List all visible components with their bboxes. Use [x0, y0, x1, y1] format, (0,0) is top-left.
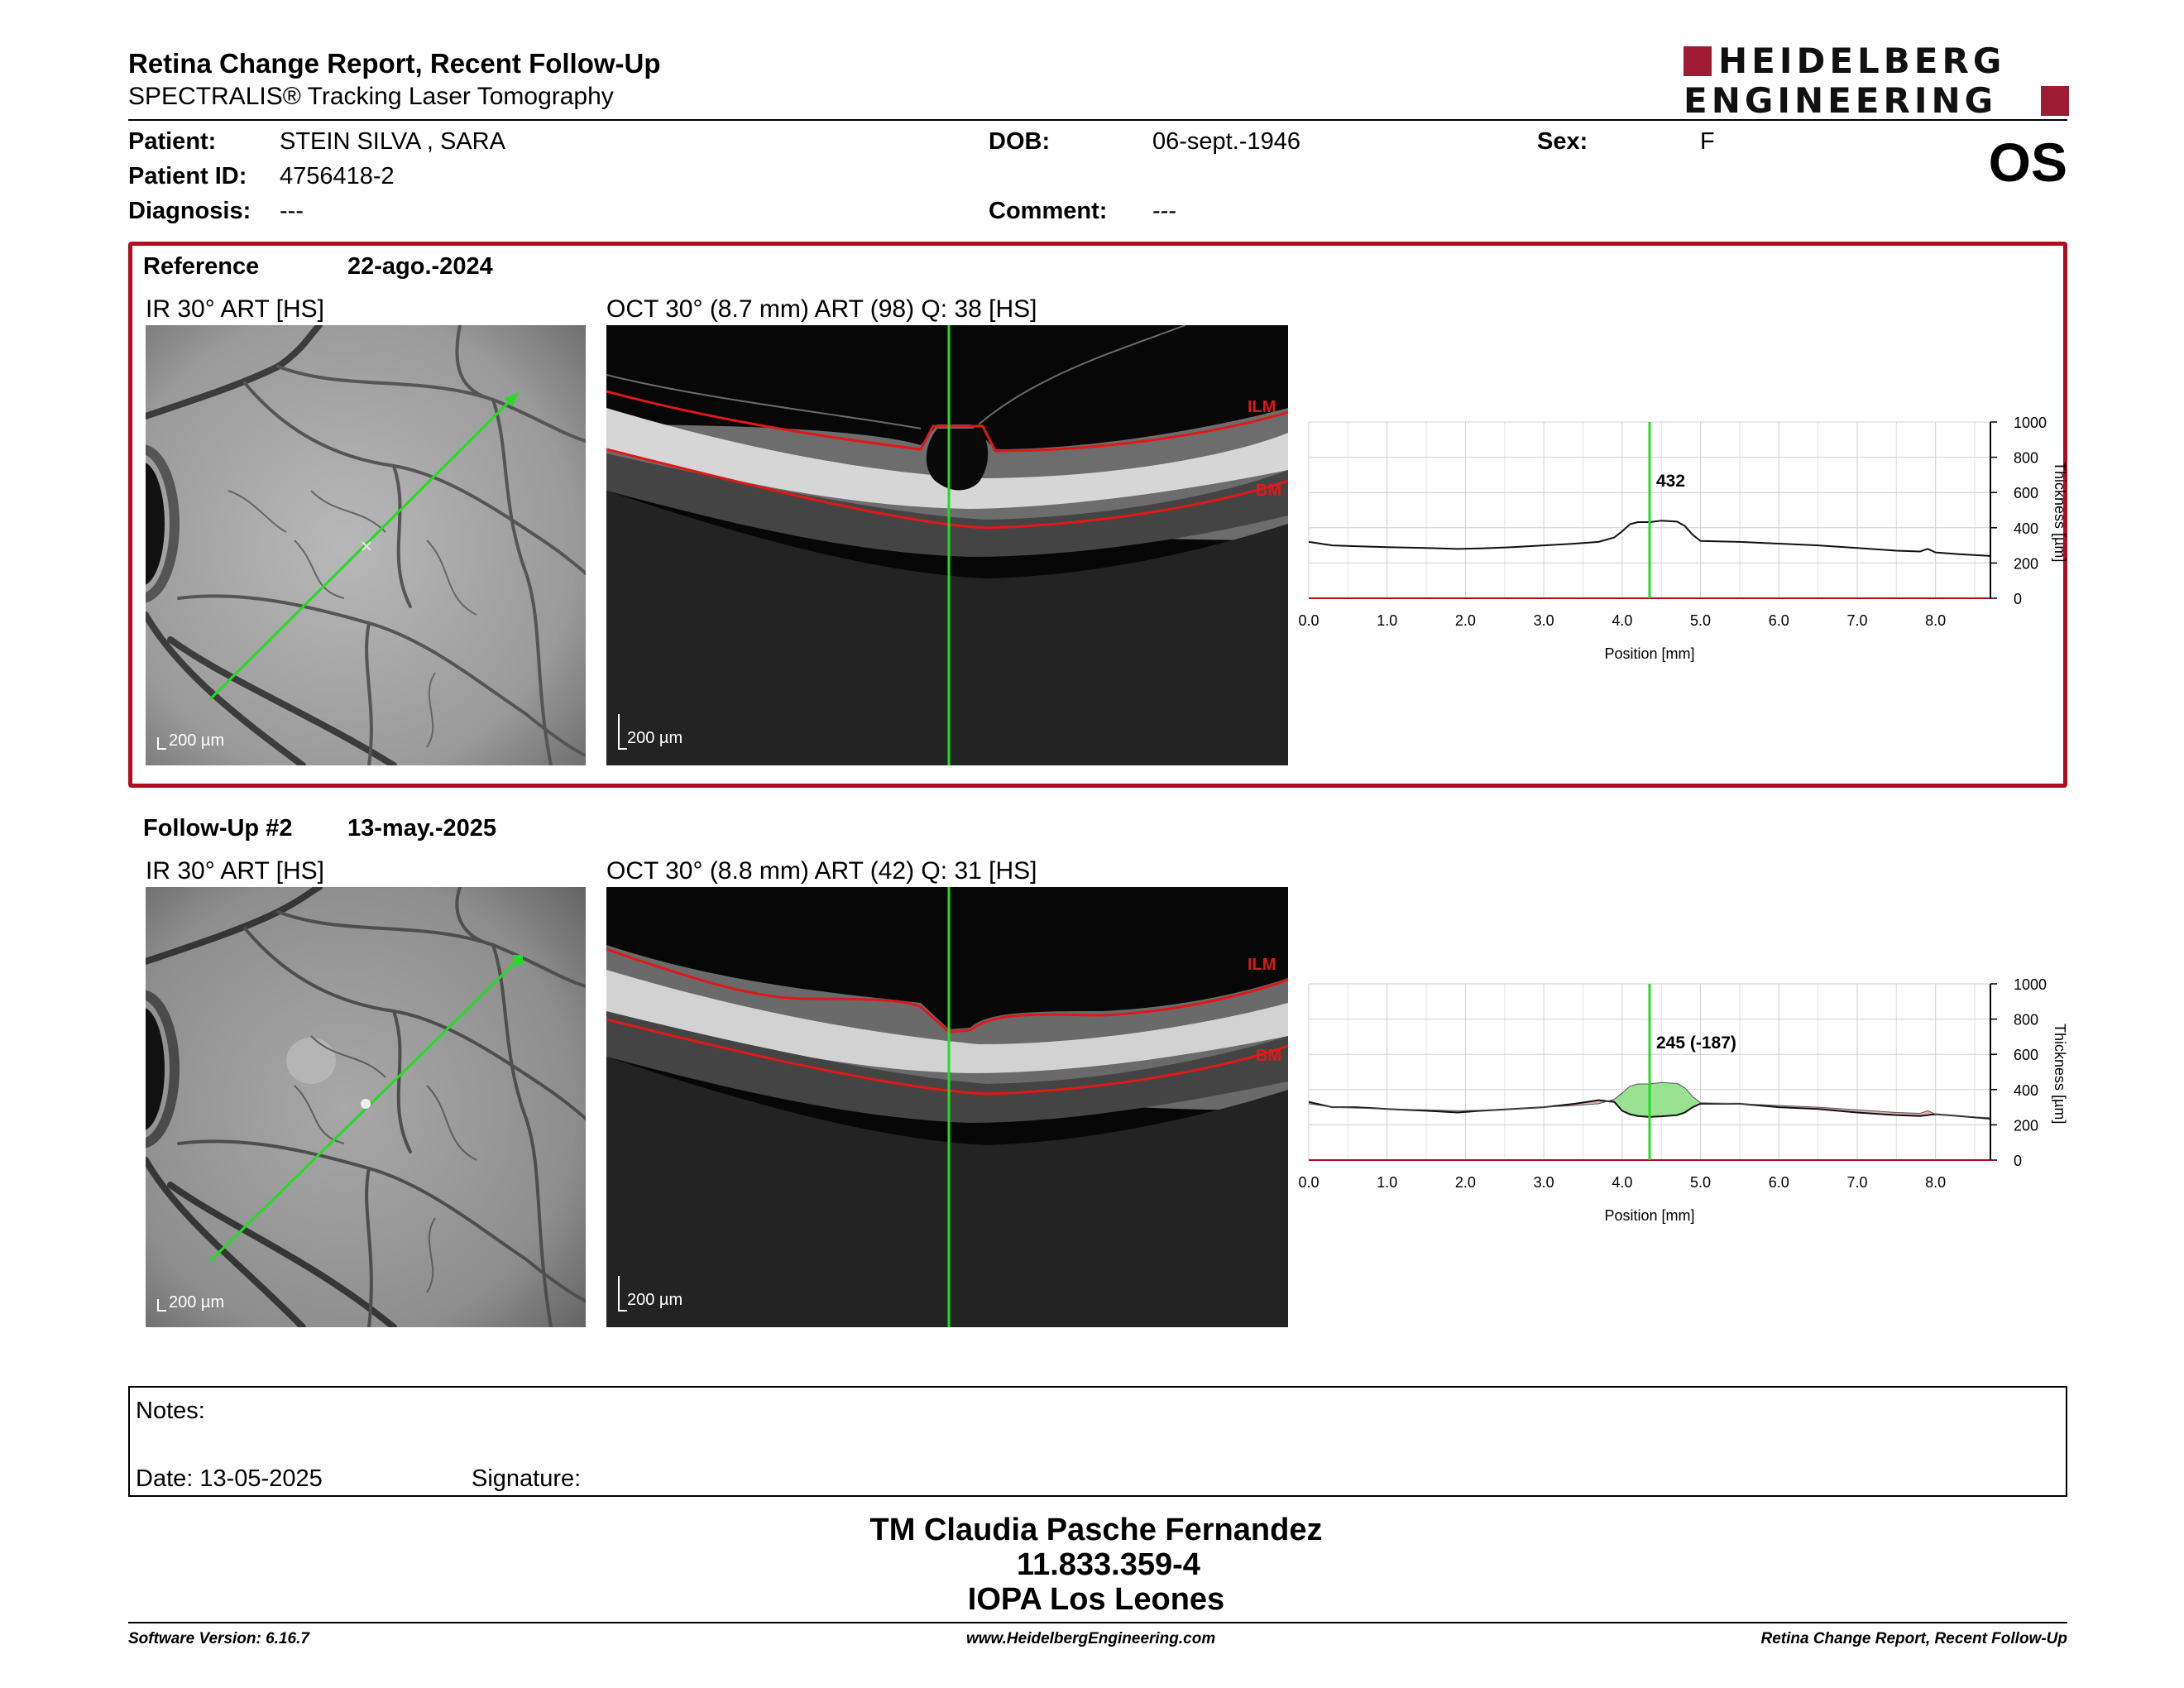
followup-ir-image: 200 µm — [146, 887, 586, 1327]
footer-website: www.HeidelbergEngineering.com — [966, 1630, 1216, 1647]
operator-site: IOPA Los Leones — [967, 1582, 1225, 1617]
x-tick-label: 1.0 — [1377, 612, 1397, 629]
reference-date: 22-ago.-2024 — [347, 253, 493, 280]
reference-oct-scale: 200 µm — [627, 729, 682, 747]
header-rule — [128, 119, 2067, 121]
y-tick-label: 600 — [2014, 1047, 2038, 1063]
comment-label: Comment: — [989, 198, 1108, 224]
y-axis-label: Thickness [µm] — [2052, 462, 2068, 562]
sex-value: F — [1700, 128, 1715, 155]
reference-ir-image: 200 µm — [146, 325, 586, 765]
x-tick-label: 0.0 — [1299, 1174, 1320, 1191]
dob-value: 06-sept.-1946 — [1152, 128, 1300, 155]
x-tick-label: 2.0 — [1455, 612, 1476, 629]
reference-oct-image: ILM BM 200 µm — [606, 325, 1288, 765]
reference-fundus-svg: 200 µm — [146, 325, 586, 765]
thickness-decrease-area — [1614, 1082, 1701, 1117]
x-tick-label: 5.0 — [1690, 612, 1711, 629]
followup-chart-svg: 0 200 400 600 800 1000 0.0 1.0 2.0 3.0 4.0 5.0 6.0 7.… — [1299, 976, 2068, 1224]
y-tick-label: 1000 — [2014, 976, 2047, 993]
followup-ilm-label: ILM — [1248, 956, 1276, 974]
reference-ir-label: IR 30° ART [HS] — [146, 295, 324, 323]
followup-ir-label: IR 30° ART [HS] — [146, 857, 324, 885]
footer-rule — [128, 1622, 2067, 1623]
x-tick-label: 7.0 — [1846, 1174, 1867, 1191]
followup-fundus-svg: 200 µm — [146, 887, 586, 1327]
y-tick-label: 600 — [2014, 485, 2038, 501]
cursor-value-label: 245 (-187) — [1656, 1033, 1736, 1053]
y-tick-label: 200 — [2014, 1117, 2038, 1134]
operator-id: 11.833.359-4 — [1017, 1547, 1200, 1582]
logo-square-bottom — [2041, 86, 2069, 116]
x-tick-label: 6.0 — [1769, 1174, 1789, 1191]
x-tick-label: 3.0 — [1534, 612, 1554, 629]
x-tick-label: 8.0 — [1925, 1174, 1946, 1191]
x-tick-label: 1.0 — [1377, 1174, 1397, 1191]
reference-ilm-label: ILM — [1248, 398, 1276, 416]
y-tick-label: 800 — [2014, 1012, 2038, 1029]
x-tick-label: 2.0 — [1455, 1174, 1476, 1191]
diagnosis-label: Diagnosis: — [128, 198, 251, 224]
y-tick-label: 1000 — [2014, 415, 2047, 431]
notes-date: Date: 13-05-2025 — [136, 1465, 323, 1492]
diagnosis-value: --- — [280, 198, 304, 224]
x-tick-label: 4.0 — [1612, 612, 1632, 629]
followup-oct-svg: ILM BM 200 µm — [606, 887, 1288, 1327]
logo-square-top — [1684, 46, 1712, 76]
followup-oct-label: OCT 30° (8.8 mm) ART (42) Q: 31 [HS] — [606, 857, 1037, 885]
followup-date: 13-may.-2025 — [347, 815, 497, 842]
comment-value: --- — [1152, 198, 1176, 224]
y-tick-label: 800 — [2014, 450, 2038, 467]
footer-report-name: Retina Change Report, Recent Follow-Up — [1760, 1630, 2067, 1647]
x-tick-label: 8.0 — [1925, 612, 1946, 629]
x-axis-label: Position [mm] — [1604, 645, 1694, 662]
y-tick-label: 400 — [2014, 1082, 2038, 1099]
reference-frame — [128, 242, 2067, 788]
y-tick-label: 400 — [2014, 520, 2038, 537]
reference-thickness-chart: 0 200 400 600 800 1000 0.0 1.0 2.0 3.0 4.0 5.0 6.0 7.… — [1299, 412, 2076, 677]
report-subtitle: SPECTRALIS® Tracking Laser Tomography — [128, 83, 614, 110]
y-tick-label: 200 — [2014, 555, 2038, 572]
x-tick-label: 6.0 — [1769, 612, 1789, 629]
x-tick-label: 0.0 — [1299, 612, 1320, 629]
logo-line2: ENGINEERING — [1684, 80, 1998, 121]
cursor-value-label: 432 — [1656, 472, 1685, 491]
patient-id: 4756418-2 — [280, 163, 395, 189]
patient-id-label: Patient ID: — [128, 163, 247, 189]
logo-line1: HEIDELBERG — [1718, 41, 2006, 81]
y-tick-label: 0 — [2014, 1153, 2022, 1169]
operator-name: TM Claudia Pasche Fernandez — [869, 1513, 1323, 1547]
patient-name: STEIN SILVA , SARA — [280, 128, 505, 155]
followup-label: Follow-Up #2 — [143, 815, 293, 842]
x-axis-label: Position [mm] — [1604, 1207, 1694, 1224]
followup-bm-label: BM — [1256, 1047, 1281, 1065]
x-tick-label: 5.0 — [1690, 1174, 1711, 1191]
report-title: Retina Change Report, Recent Follow-Up — [128, 48, 661, 79]
reference-oct-label: OCT 30° (8.7 mm) ART (98) Q: 38 [HS] — [606, 295, 1037, 323]
followup-ir-scale: 200 µm — [169, 1293, 224, 1312]
followup-thickness-chart: 0 200 400 600 800 1000 0.0 1.0 2.0 3.0 4.0 5.0 6.0 7.… — [1299, 974, 2076, 1239]
y-tick-label: 0 — [2014, 591, 2022, 607]
eye-designation: OS — [1988, 132, 2067, 193]
x-tick-label: 3.0 — [1534, 1174, 1554, 1191]
heidelberg-logo: HEIDELBERG ENGINEERING — [1684, 44, 2071, 118]
x-tick-label: 4.0 — [1612, 1174, 1632, 1191]
x-tick-label: 7.0 — [1846, 612, 1867, 629]
footer-software-version: Software Version: 6.16.7 — [128, 1630, 309, 1647]
notes-box — [128, 1386, 2067, 1497]
reference-bm-label: BM — [1256, 482, 1281, 500]
sex-label: Sex: — [1537, 128, 1588, 155]
reference-chart-svg: 0 200 400 600 800 1000 0.0 1.0 2.0 3.0 4.0 5.0 6.0 7.… — [1299, 415, 2068, 662]
dob-label: DOB: — [989, 128, 1051, 155]
reference-label: Reference — [143, 253, 260, 280]
patient-name-label: Patient: — [128, 128, 217, 155]
reference-oct-svg: ILM BM 200 µm — [606, 325, 1288, 765]
signature-label: Signature: — [472, 1465, 582, 1492]
y-axis-label: Thickness [µm] — [2052, 1024, 2068, 1124]
followup-oct-scale: 200 µm — [627, 1291, 682, 1309]
followup-oct-image: ILM BM 200 µm — [606, 887, 1288, 1327]
notes-label: Notes: — [136, 1398, 205, 1424]
reference-ir-scale: 200 µm — [169, 731, 224, 750]
